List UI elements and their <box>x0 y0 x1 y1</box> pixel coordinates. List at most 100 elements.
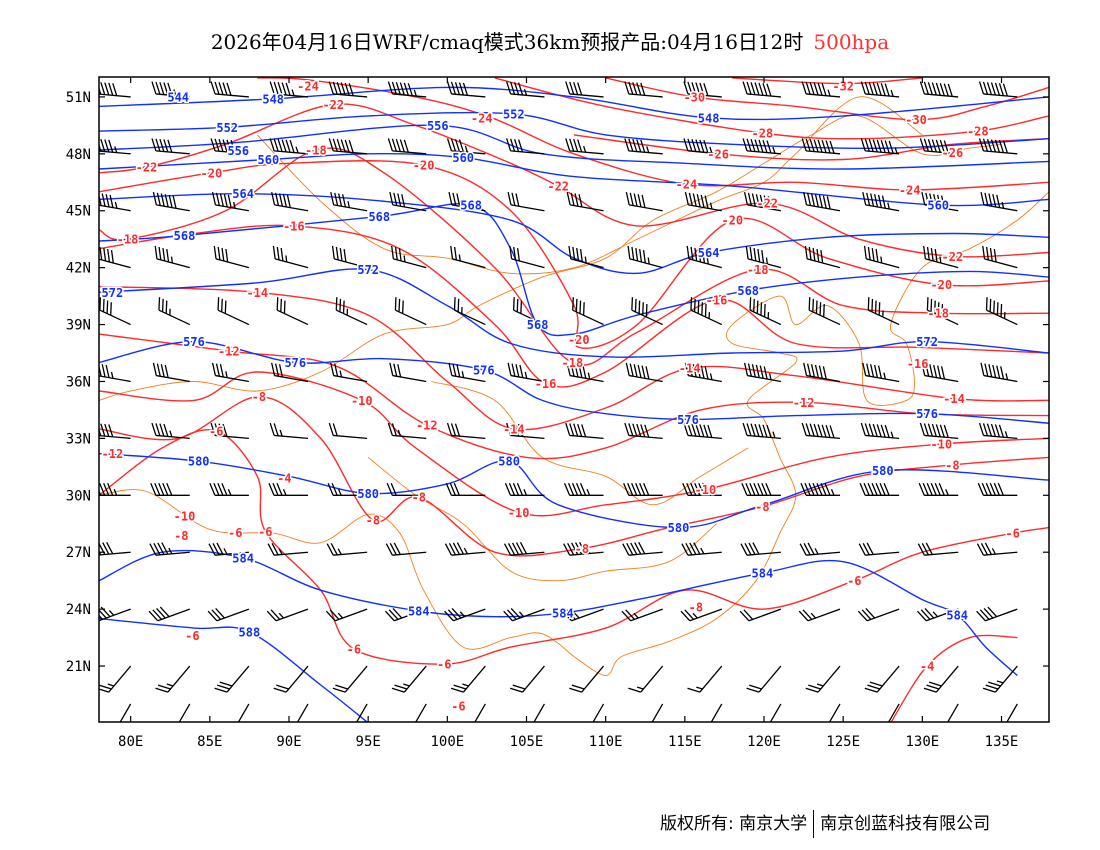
barb-flag <box>582 302 585 316</box>
barb-flag <box>763 303 766 317</box>
temperature-label: -8 <box>945 458 959 472</box>
barb-flag <box>814 364 819 378</box>
barb-flag <box>393 542 401 555</box>
barb-flag <box>574 732 587 734</box>
barb-shaft <box>748 608 782 622</box>
barb-flag <box>986 138 993 152</box>
barb-flag <box>387 422 393 436</box>
barb-shaft <box>806 551 841 556</box>
height-contour-line <box>99 452 1049 529</box>
barb-flag <box>579 483 587 496</box>
barb-flag <box>924 608 935 619</box>
barb-flag <box>99 428 102 436</box>
wind-barb <box>683 422 722 440</box>
wind-barb <box>355 703 368 722</box>
barb-shaft <box>806 258 841 269</box>
barb-flag <box>860 138 866 152</box>
wind-barb <box>158 297 191 326</box>
barb-shaft <box>628 551 663 556</box>
barb-flag <box>624 81 630 95</box>
barb-flag <box>926 246 930 260</box>
barb-flag <box>705 251 709 265</box>
barb-half-flag <box>939 256 942 264</box>
barb-flag <box>332 138 338 152</box>
wind-barb <box>980 362 1018 383</box>
barb-flag <box>815 300 818 314</box>
barb-half-flag <box>339 370 343 378</box>
barb-flag <box>820 483 827 496</box>
barb-flag <box>217 246 221 260</box>
barb-flag <box>93 138 97 150</box>
height-label: 564 <box>232 187 254 201</box>
barb-shaft <box>687 150 722 155</box>
wind-barb <box>742 422 781 440</box>
barb-flag <box>638 300 641 314</box>
wind-barb <box>533 703 546 722</box>
barb-flag <box>221 247 225 262</box>
barb-flag <box>630 542 638 555</box>
barb-flag <box>456 193 461 207</box>
barb-flag <box>759 365 764 379</box>
barb-flag <box>802 609 813 620</box>
barb-flag <box>99 550 102 556</box>
barb-shaft <box>689 608 723 622</box>
barb-half-flag <box>170 256 174 264</box>
barb-flag <box>930 298 933 312</box>
barb-flag <box>329 609 340 620</box>
barb-flag <box>562 610 573 622</box>
barb-shaft <box>274 150 309 155</box>
wind-barb <box>266 608 309 622</box>
wind-barb <box>565 422 604 440</box>
barb-flag <box>699 424 705 438</box>
temperature-label: -16 <box>907 357 929 371</box>
wind-barb <box>623 483 663 496</box>
barb-flag <box>162 728 175 730</box>
height-contour-line <box>99 268 1049 358</box>
barb-flag <box>626 543 634 556</box>
barb-shaft <box>99 375 131 383</box>
barb-flag <box>340 139 346 153</box>
wind-barb <box>512 297 545 326</box>
barb-half-flag <box>932 611 939 618</box>
barb-flag <box>394 297 397 311</box>
wind-barb <box>625 362 663 383</box>
barb-half-flag <box>113 489 118 496</box>
isotherm-line <box>99 224 1049 388</box>
barb-flag <box>573 82 579 95</box>
barb-flag <box>817 139 823 153</box>
wind-barb <box>155 665 191 693</box>
barb-flag <box>512 483 520 496</box>
barb-shaft <box>296 703 309 722</box>
barb-flag <box>702 483 709 496</box>
barb-flag <box>760 302 763 316</box>
height-label: 568 <box>460 199 482 213</box>
barb-flag <box>685 543 693 556</box>
barb-flag <box>579 248 583 263</box>
wind-barb <box>148 606 191 622</box>
barb-flag <box>569 138 575 152</box>
barb-flag <box>387 138 393 152</box>
barb-half-flag <box>337 612 344 619</box>
temperature-label: -6 <box>437 658 451 672</box>
barb-flag <box>875 248 879 263</box>
barb-flag <box>873 364 879 378</box>
barb-flag <box>702 250 706 264</box>
barb-flag <box>99 297 102 311</box>
barb-shaft <box>651 703 664 722</box>
barb-flag <box>575 483 583 496</box>
barb-shaft <box>865 150 900 155</box>
barb-flag <box>384 610 395 622</box>
barb-half-flag <box>772 203 776 210</box>
barb-shaft <box>274 551 309 556</box>
barb-shaft <box>226 665 250 693</box>
barb-flag <box>280 247 284 262</box>
barb-flag <box>1000 366 1005 380</box>
barb-half-flag <box>890 431 894 439</box>
barb-shaft <box>403 665 427 693</box>
barb-shaft <box>983 204 1018 212</box>
barb-flag <box>402 300 404 314</box>
barb-flag <box>868 82 874 95</box>
wind-barb <box>99 483 131 496</box>
barb-flag <box>746 423 752 436</box>
barb-flag <box>511 192 516 206</box>
